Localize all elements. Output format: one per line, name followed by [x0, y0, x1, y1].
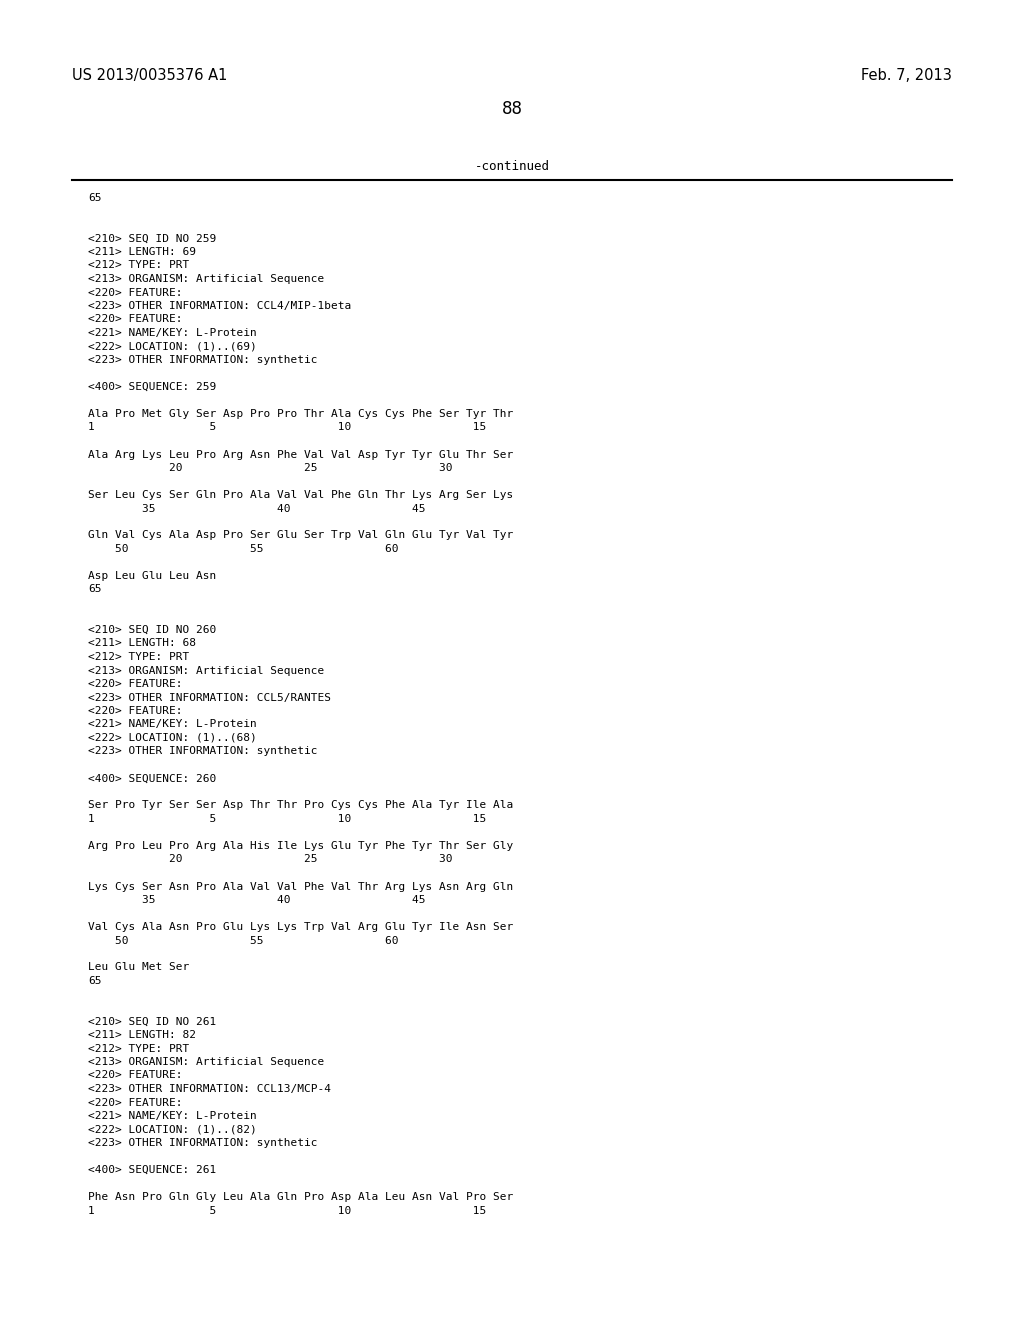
Text: <221> NAME/KEY: L-Protein: <221> NAME/KEY: L-Protein — [88, 327, 257, 338]
Text: <220> FEATURE:: <220> FEATURE: — [88, 678, 182, 689]
Text: <223> OTHER INFORMATION: synthetic: <223> OTHER INFORMATION: synthetic — [88, 1138, 317, 1148]
Text: Val Cys Ala Asn Pro Glu Lys Lys Trp Val Arg Glu Tyr Ile Asn Ser: Val Cys Ala Asn Pro Glu Lys Lys Trp Val … — [88, 921, 513, 932]
Text: 35                  40                  45: 35 40 45 — [88, 503, 426, 513]
Text: 65: 65 — [88, 193, 101, 203]
Text: 50                  55                  60: 50 55 60 — [88, 544, 398, 554]
Text: Ala Pro Met Gly Ser Asp Pro Pro Thr Ala Cys Cys Phe Ser Tyr Thr: Ala Pro Met Gly Ser Asp Pro Pro Thr Ala … — [88, 409, 513, 418]
Text: <222> LOCATION: (1)..(82): <222> LOCATION: (1)..(82) — [88, 1125, 257, 1134]
Text: 20                  25                  30: 20 25 30 — [88, 463, 453, 473]
Text: <220> FEATURE:: <220> FEATURE: — [88, 1097, 182, 1107]
Text: 20                  25                  30: 20 25 30 — [88, 854, 453, 865]
Text: <223> OTHER INFORMATION: synthetic: <223> OTHER INFORMATION: synthetic — [88, 747, 317, 756]
Text: <222> LOCATION: (1)..(69): <222> LOCATION: (1)..(69) — [88, 342, 257, 351]
Text: <223> OTHER INFORMATION: CCL4/MIP-1beta: <223> OTHER INFORMATION: CCL4/MIP-1beta — [88, 301, 351, 312]
Text: 50                  55                  60: 50 55 60 — [88, 936, 398, 945]
Text: <400> SEQUENCE: 260: <400> SEQUENCE: 260 — [88, 774, 216, 784]
Text: <400> SEQUENCE: 259: <400> SEQUENCE: 259 — [88, 381, 216, 392]
Text: <220> FEATURE:: <220> FEATURE: — [88, 706, 182, 715]
Text: <221> NAME/KEY: L-Protein: <221> NAME/KEY: L-Protein — [88, 1111, 257, 1121]
Text: <211> LENGTH: 69: <211> LENGTH: 69 — [88, 247, 196, 257]
Text: <213> ORGANISM: Artificial Sequence: <213> ORGANISM: Artificial Sequence — [88, 1057, 325, 1067]
Text: <221> NAME/KEY: L-Protein: <221> NAME/KEY: L-Protein — [88, 719, 257, 730]
Text: 1                 5                  10                  15: 1 5 10 15 — [88, 1205, 486, 1216]
Text: Arg Pro Leu Pro Arg Ala His Ile Lys Glu Tyr Phe Tyr Thr Ser Gly: Arg Pro Leu Pro Arg Ala His Ile Lys Glu … — [88, 841, 513, 851]
Text: <210> SEQ ID NO 261: <210> SEQ ID NO 261 — [88, 1016, 216, 1027]
Text: <223> OTHER INFORMATION: CCL5/RANTES: <223> OTHER INFORMATION: CCL5/RANTES — [88, 693, 331, 702]
Text: Ser Leu Cys Ser Gln Pro Ala Val Val Phe Gln Thr Lys Arg Ser Lys: Ser Leu Cys Ser Gln Pro Ala Val Val Phe … — [88, 490, 513, 500]
Text: <210> SEQ ID NO 259: <210> SEQ ID NO 259 — [88, 234, 216, 243]
Text: US 2013/0035376 A1: US 2013/0035376 A1 — [72, 69, 227, 83]
Text: <220> FEATURE:: <220> FEATURE: — [88, 314, 182, 325]
Text: <220> FEATURE:: <220> FEATURE: — [88, 288, 182, 297]
Text: <210> SEQ ID NO 260: <210> SEQ ID NO 260 — [88, 624, 216, 635]
Text: Lys Cys Ser Asn Pro Ala Val Val Phe Val Thr Arg Lys Asn Arg Gln: Lys Cys Ser Asn Pro Ala Val Val Phe Val … — [88, 882, 513, 891]
Text: Gln Val Cys Ala Asp Pro Ser Glu Ser Trp Val Gln Glu Tyr Val Tyr: Gln Val Cys Ala Asp Pro Ser Glu Ser Trp … — [88, 531, 513, 540]
Text: <211> LENGTH: 82: <211> LENGTH: 82 — [88, 1030, 196, 1040]
Text: <223> OTHER INFORMATION: synthetic: <223> OTHER INFORMATION: synthetic — [88, 355, 317, 366]
Text: Leu Glu Met Ser: Leu Glu Met Ser — [88, 962, 189, 973]
Text: 65: 65 — [88, 975, 101, 986]
Text: Asp Leu Glu Leu Asn: Asp Leu Glu Leu Asn — [88, 572, 216, 581]
Text: 1                 5                  10                  15: 1 5 10 15 — [88, 814, 486, 824]
Text: <222> LOCATION: (1)..(68): <222> LOCATION: (1)..(68) — [88, 733, 257, 743]
Text: 35                  40                  45: 35 40 45 — [88, 895, 426, 906]
Text: 1                 5                  10                  15: 1 5 10 15 — [88, 422, 486, 433]
Text: Ala Arg Lys Leu Pro Arg Asn Phe Val Val Asp Tyr Tyr Glu Thr Ser: Ala Arg Lys Leu Pro Arg Asn Phe Val Val … — [88, 450, 513, 459]
Text: 65: 65 — [88, 585, 101, 594]
Text: <223> OTHER INFORMATION: CCL13/MCP-4: <223> OTHER INFORMATION: CCL13/MCP-4 — [88, 1084, 331, 1094]
Text: <220> FEATURE:: <220> FEATURE: — [88, 1071, 182, 1081]
Text: -continued: -continued — [474, 160, 550, 173]
Text: Ser Pro Tyr Ser Ser Asp Thr Thr Pro Cys Cys Phe Ala Tyr Ile Ala: Ser Pro Tyr Ser Ser Asp Thr Thr Pro Cys … — [88, 800, 513, 810]
Text: 88: 88 — [502, 100, 522, 117]
Text: <211> LENGTH: 68: <211> LENGTH: 68 — [88, 639, 196, 648]
Text: <212> TYPE: PRT: <212> TYPE: PRT — [88, 652, 189, 663]
Text: <213> ORGANISM: Artificial Sequence: <213> ORGANISM: Artificial Sequence — [88, 665, 325, 676]
Text: Feb. 7, 2013: Feb. 7, 2013 — [861, 69, 952, 83]
Text: <212> TYPE: PRT: <212> TYPE: PRT — [88, 260, 189, 271]
Text: <400> SEQUENCE: 261: <400> SEQUENCE: 261 — [88, 1166, 216, 1175]
Text: Phe Asn Pro Gln Gly Leu Ala Gln Pro Asp Ala Leu Asn Val Pro Ser: Phe Asn Pro Gln Gly Leu Ala Gln Pro Asp … — [88, 1192, 513, 1203]
Text: <213> ORGANISM: Artificial Sequence: <213> ORGANISM: Artificial Sequence — [88, 275, 325, 284]
Text: <212> TYPE: PRT: <212> TYPE: PRT — [88, 1044, 189, 1053]
